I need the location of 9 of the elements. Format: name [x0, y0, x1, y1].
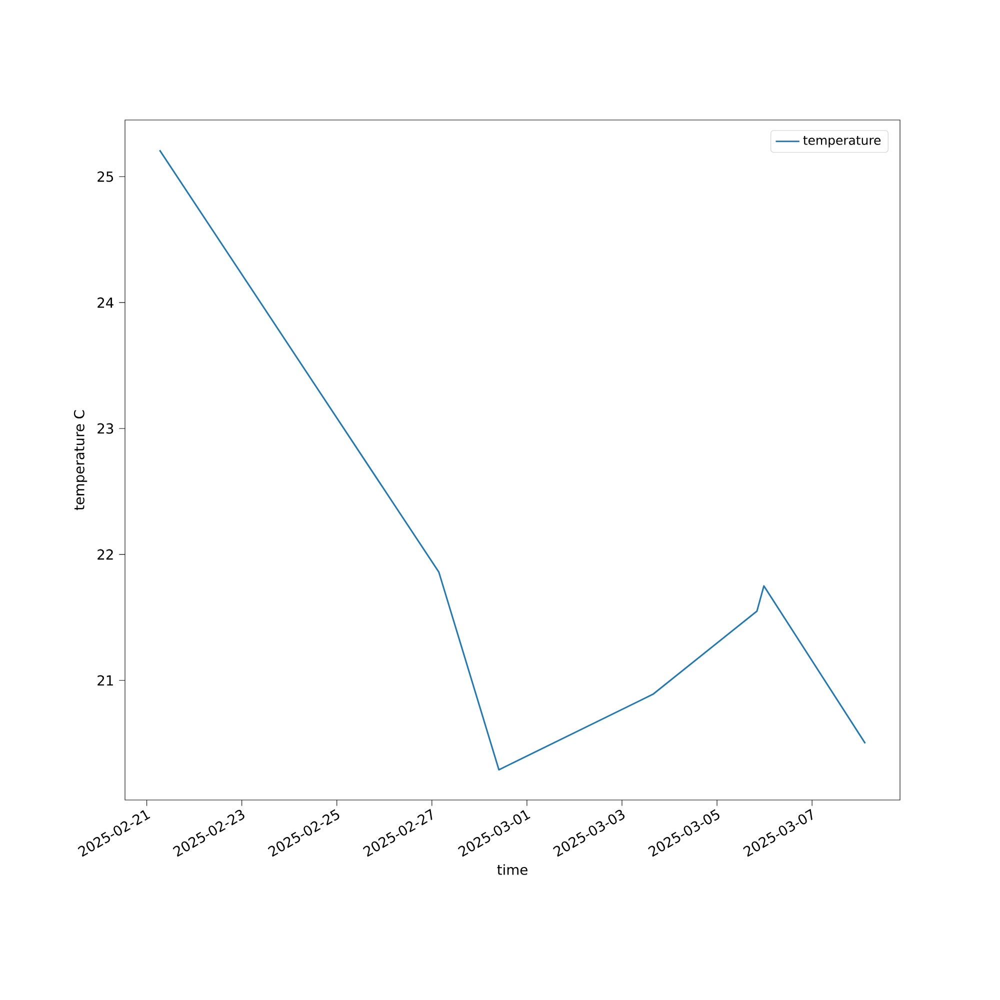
- legend-label: temperature: [803, 136, 881, 148]
- y-tick-label: 24: [98, 297, 114, 308]
- y-axis-title: temperature C: [74, 410, 88, 510]
- y-tick-label: 25: [98, 171, 113, 182]
- line-series: [158, 149, 866, 771]
- y-tick-label: 22: [98, 549, 113, 560]
- x-axis-title: time: [497, 864, 528, 875]
- y-tick-label: 21: [98, 675, 113, 686]
- y-tick-label: 23: [98, 423, 114, 434]
